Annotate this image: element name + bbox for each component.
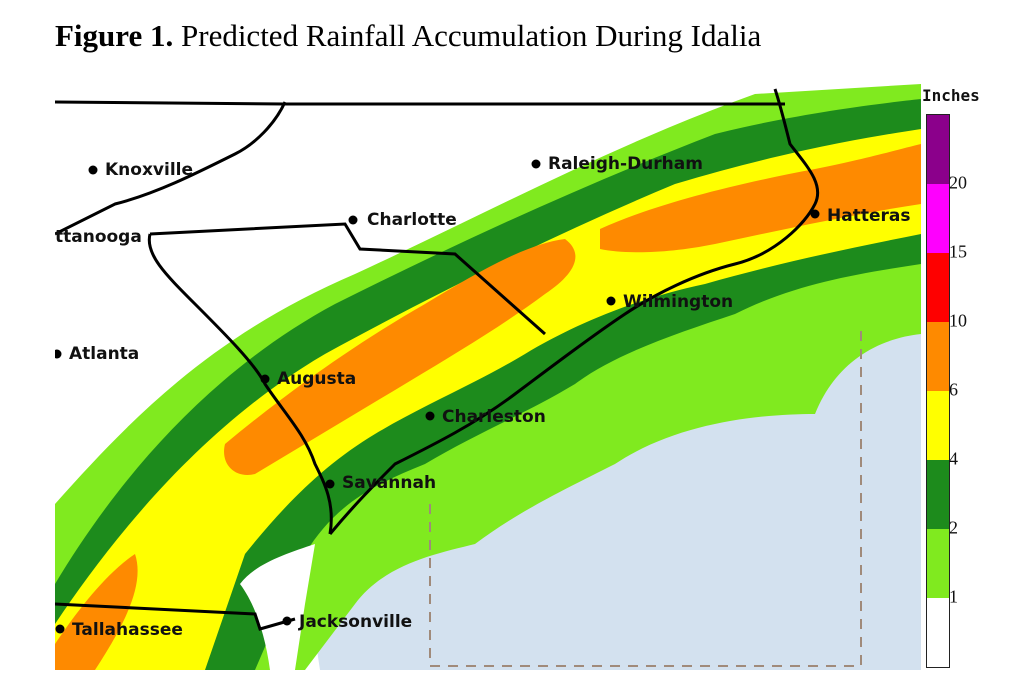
legend-title: Inches — [922, 86, 980, 105]
legend-bin-1-2 — [927, 529, 949, 598]
city-marker-hatteras — [810, 209, 820, 219]
legend-tick-2: 2 — [949, 517, 958, 538]
legend-bin-20-plus — [927, 115, 949, 184]
rain-band-6-10-east — [600, 144, 921, 253]
city-marker-tallahassee — [55, 624, 65, 634]
legend-tick-20: 20 — [949, 172, 967, 193]
legend-bin-4-6 — [927, 391, 949, 460]
city-label-charleston: Charleston — [442, 407, 546, 427]
legend-tick-1: 1 — [949, 586, 958, 607]
city-marker-augusta — [260, 374, 270, 384]
city-label-chattanooga: ttanooga — [55, 227, 142, 247]
city-marker-knoxville — [88, 165, 98, 175]
city-marker-charleston — [425, 411, 435, 421]
legend-tick-10: 10 — [949, 310, 967, 331]
city-label-atlanta: Atlanta — [69, 344, 139, 364]
rain-band-6-10-south — [55, 554, 138, 670]
city-marker-wilmington — [606, 296, 616, 306]
city-marker-raleigh-durham — [531, 159, 541, 169]
rain-band-0-1 — [240, 544, 315, 670]
rainfall-map: Knoxville Raleigh-Durham Charlotte Hatte… — [55, 84, 921, 670]
legend-tick-6: 6 — [949, 379, 958, 400]
city-marker-charlotte — [348, 215, 358, 225]
city-markers: Knoxville Raleigh-Durham Charlotte Hatte… — [55, 154, 910, 640]
figure-caption: Predicted Rainfall Accumulation During I… — [181, 18, 762, 53]
city-label-wilmington: Wilmington — [623, 292, 733, 312]
figure-title: Figure 1. Predicted Rainfall Accumulatio… — [55, 18, 761, 54]
legend-tick-4: 4 — [949, 448, 958, 469]
legend-bin-15-20 — [927, 184, 949, 253]
city-label-charlotte: Charlotte — [367, 210, 457, 230]
city-marker-atlanta — [55, 349, 62, 359]
legend-bin-10-15 — [927, 253, 949, 322]
city-label-raleigh-durham: Raleigh-Durham — [548, 154, 703, 174]
legend-bin-6-10 — [927, 322, 949, 391]
legend-color-bar — [926, 114, 950, 668]
dashed-region-outline — [429, 324, 862, 667]
rain-band-4-6 — [55, 129, 921, 670]
legend-tick-15: 15 — [949, 241, 967, 262]
state-boundaries — [55, 88, 820, 631]
map-canvas: Knoxville Raleigh-Durham Charlotte Hatte… — [55, 84, 921, 670]
legend-bin-2-4 — [927, 460, 949, 529]
city-marker-savannah — [325, 479, 335, 489]
city-marker-jacksonville — [282, 616, 292, 626]
city-label-knoxville: Knoxville — [105, 160, 193, 180]
city-label-hatteras: Hatteras — [827, 206, 910, 226]
city-label-tallahassee: Tallahassee — [72, 620, 183, 640]
rain-band-6-10 — [224, 239, 576, 475]
legend-bin-0-1 — [927, 598, 949, 667]
city-label-jacksonville: Jacksonville — [298, 612, 412, 632]
rainfall-legend: Inches 20 15 10 6 4 2 1 — [922, 84, 1029, 670]
city-label-augusta: Augusta — [277, 369, 356, 389]
city-label-savannah: Savannah — [342, 473, 436, 493]
figure-label: Figure 1. — [55, 18, 174, 53]
